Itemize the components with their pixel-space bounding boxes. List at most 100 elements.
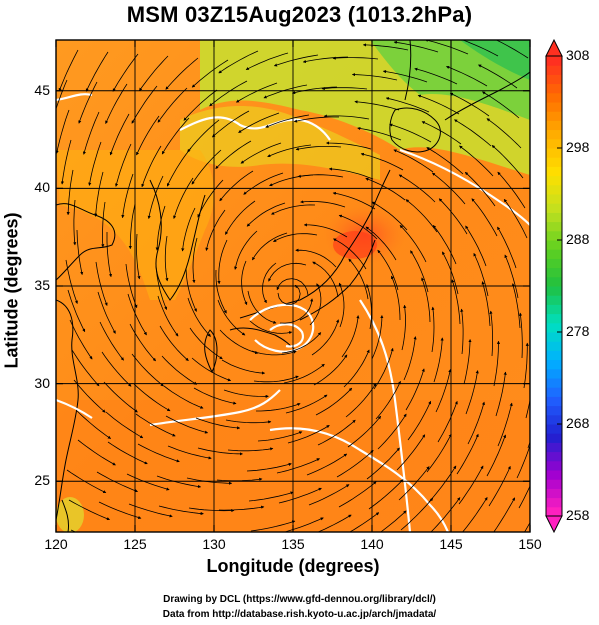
streamline [343,349,370,388]
streamline [504,254,519,299]
streamline [265,114,310,128]
streamline [338,481,377,508]
streamline [393,40,439,53]
streamline [188,507,235,513]
streamline [251,350,297,356]
streamline [516,444,530,479]
colorbar-segment [546,350,562,361]
colorbar-segment [546,194,562,204]
streamline [328,167,374,180]
streamline [518,485,530,509]
x-tick-label: 140 [360,536,384,552]
streamline [456,433,479,475]
y-tick-label: 35 [34,277,50,293]
streamline [491,145,524,179]
streamline [467,401,485,445]
streamline [338,214,378,240]
streamline [306,453,348,476]
streamline [488,465,511,507]
streamline [281,332,322,354]
streamline [295,248,337,268]
streamline [338,282,345,328]
streamline [315,387,353,416]
colorbar-segment [546,378,562,388]
streamline [67,289,86,333]
streamline [77,439,116,466]
streamline [245,52,289,70]
streamline [241,260,248,306]
streamline [136,115,160,156]
streamline [368,479,404,510]
colorbar-segment [546,74,562,85]
colorbar-segment [546,184,562,195]
streamline [451,279,461,325]
streamline [493,340,501,387]
streamline [235,82,278,103]
streamline [253,375,299,383]
x-tick-label: 150 [518,536,542,552]
colorbar-segment [546,488,562,499]
streamline [223,389,269,399]
streamline [56,79,68,111]
streamline [141,145,162,188]
colorbar-segment [546,157,562,167]
streamline [109,113,130,156]
streamline [523,342,529,389]
colorbar-segment [546,166,562,177]
streamline [371,314,384,360]
streamline [414,67,458,85]
streamline [85,51,109,92]
streamline [186,477,233,485]
streamline [257,431,303,442]
streamline [133,383,171,412]
streamline [277,284,301,305]
streamline [131,85,158,124]
streamline [181,207,196,252]
streamline [217,299,246,336]
colorbar-segment [546,120,562,131]
streamline [131,353,164,387]
streamline [471,198,498,237]
streamline [159,325,189,362]
streamline [66,469,107,494]
streamline [73,199,77,246]
streamline [421,121,462,145]
streamline [449,92,490,117]
colorbar-tick-label: 258 [566,507,590,523]
streamline [300,200,346,208]
streamline [426,433,452,473]
streamline [366,284,372,330]
colorbar-segment [546,424,562,434]
colorbar-segment [546,359,562,370]
streamline [136,233,141,280]
streamline [218,505,265,511]
streamline [101,201,106,248]
streamline [431,172,466,205]
colorbar-segment [546,258,562,269]
streamline [121,173,134,219]
colorbar-segment [546,240,562,250]
streamline [195,417,241,430]
colorbar-segment [546,497,562,508]
streamline [105,411,144,439]
streamline [446,65,488,87]
streamline [311,319,340,356]
streamline [333,238,367,270]
streamline [308,484,350,506]
colorbar-frame [545,55,563,517]
x-tick-label: 130 [202,536,226,552]
streamline [139,55,169,92]
wind-streamlines [56,40,530,532]
streamline [268,262,307,282]
y-tick-label: 40 [34,179,50,196]
streamline [321,86,368,91]
colorbar-segment [546,368,562,379]
streamline [276,458,320,474]
colorbar-segment [546,138,562,149]
streamline [99,321,124,361]
y-tick-label: 30 [34,374,50,391]
streamline [503,198,528,239]
colorbar-tick-label: 278 [566,323,590,339]
colorbar-segment [546,212,562,223]
streamline [161,355,198,385]
